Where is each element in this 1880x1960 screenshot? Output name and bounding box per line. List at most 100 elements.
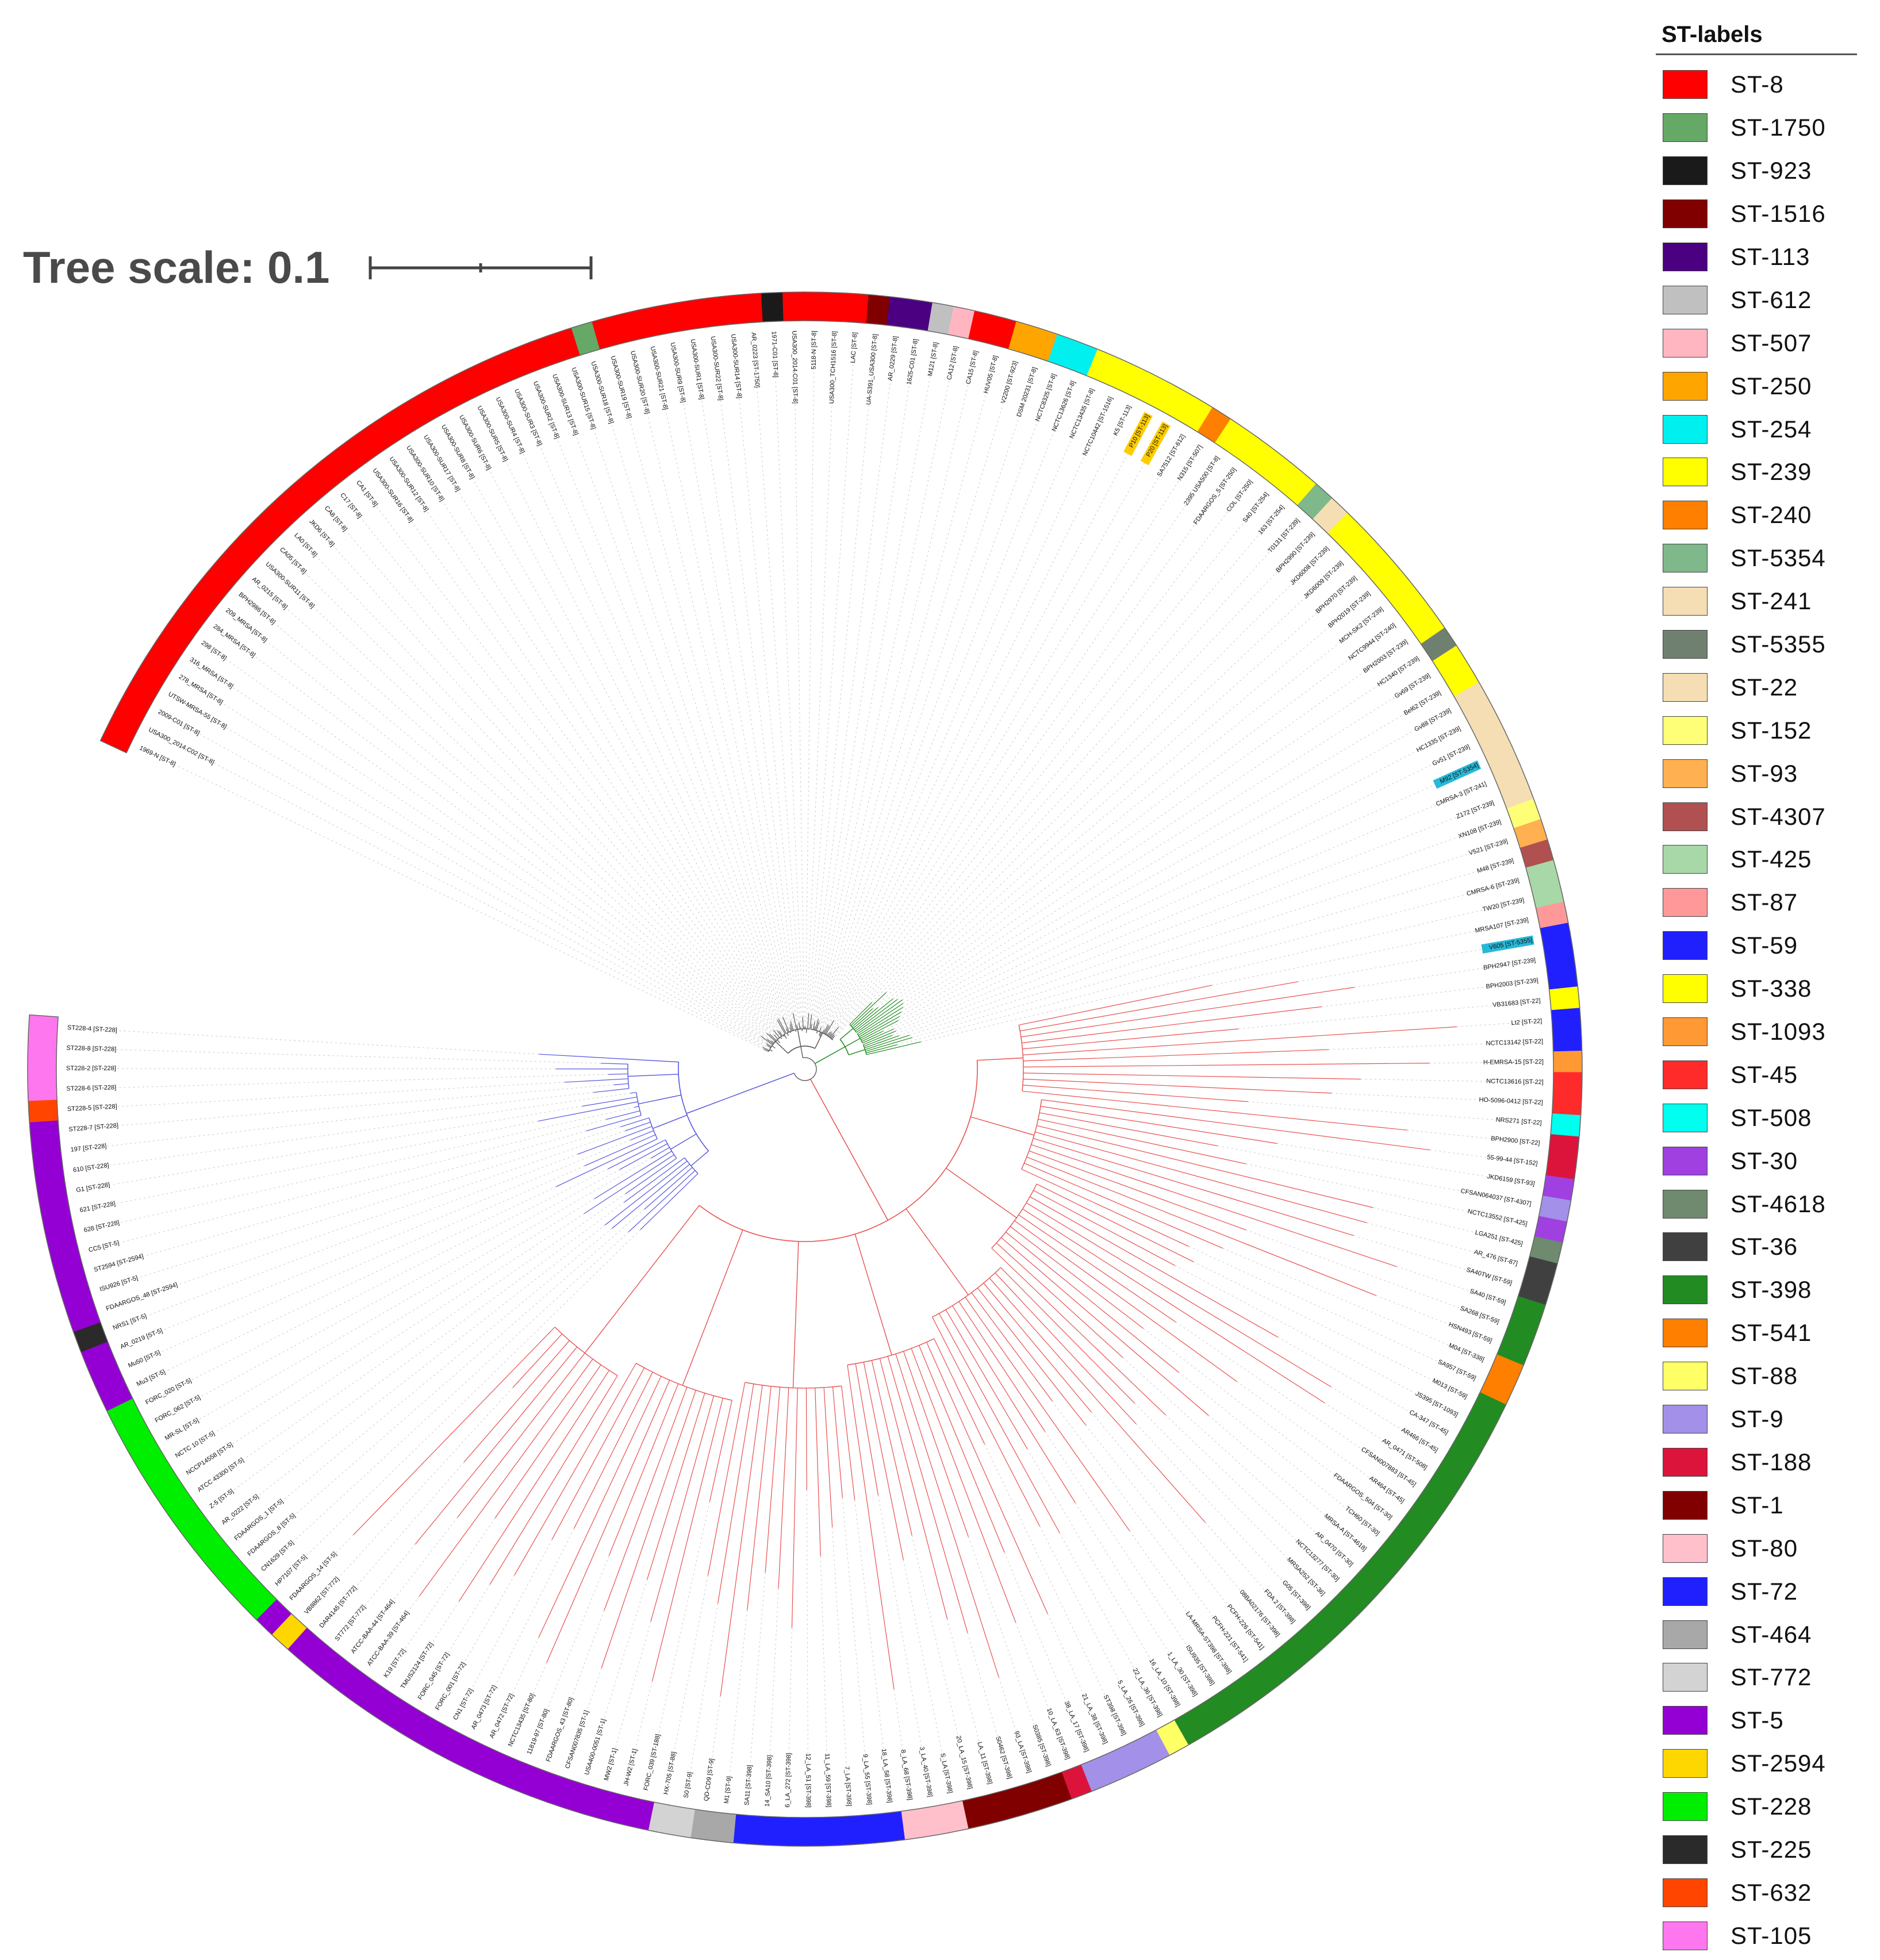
legend-label: ST-241	[1731, 587, 1812, 615]
branch-line	[879, 1358, 948, 1620]
leaf-guide	[707, 1696, 721, 1797]
ring-segment	[1545, 1154, 1578, 1180]
leaf-labels: 1969-N [ST-8]USA300_2014.C02 [ST-8]2009-…	[66, 330, 1544, 1808]
branch-line	[1022, 1090, 1407, 1131]
leaf-label: M013 [ST-59]	[1431, 1377, 1468, 1400]
leaf-guide	[1237, 1381, 1400, 1500]
branch-line	[858, 1006, 903, 1036]
branch-arc	[699, 1060, 978, 1242]
leaf-label: 1971-C01 [ST-8]	[770, 331, 779, 378]
leaf-guide	[328, 510, 780, 1039]
leaf-guide	[811, 347, 936, 1030]
legend-swatch	[1663, 1060, 1708, 1089]
branch-line	[800, 1046, 804, 1058]
ring-segment	[30, 1140, 63, 1166]
leaf-guide	[205, 644, 776, 1048]
leaf-label: USA300-SUR18 [ST-8]	[589, 360, 615, 424]
branch-line	[1019, 985, 1213, 1025]
branch-line	[650, 1147, 670, 1159]
branch-line	[830, 1035, 834, 1039]
branch-line	[832, 1386, 843, 1498]
legend-swatch	[1663, 888, 1708, 917]
branch-line	[819, 1027, 822, 1032]
leaf-guide	[1175, 1265, 1454, 1414]
leaf-guide	[1372, 1207, 1518, 1244]
legend-swatch	[1663, 845, 1708, 874]
leaf-label: HO-5096-0412 [ST-22]	[1479, 1097, 1543, 1106]
legend-swatch	[1663, 1878, 1708, 1907]
branch-line	[815, 1388, 821, 1557]
ring-segment	[27, 1036, 57, 1059]
legend-label: ST-508	[1731, 1104, 1812, 1131]
leaf-guide	[903, 1559, 950, 1789]
branch-line	[814, 1032, 823, 1049]
ring-segment	[824, 292, 847, 322]
leaf-guide	[71, 1028, 539, 1055]
leaf-guide	[793, 335, 805, 1027]
leaf-guide	[588, 1579, 648, 1771]
leaf-guide	[872, 580, 1353, 1009]
branch-line	[809, 1079, 889, 1221]
leaf-guide	[984, 1444, 1123, 1731]
leaf-guide	[897, 881, 1515, 1046]
leaf-highlight	[1481, 935, 1534, 954]
branch-line	[989, 1278, 1206, 1523]
leaf-guide	[427, 439, 787, 1039]
legend-label: ST-225	[1731, 1835, 1812, 1863]
leaf-label: AR466 [ST-45]	[1400, 1427, 1439, 1454]
leaf-guide	[753, 337, 803, 1032]
legend-item: ST-105	[1656, 1914, 1857, 1957]
legend-swatch	[1663, 672, 1708, 702]
branch-line	[489, 1375, 618, 1585]
leaf-label: LA_11 [ST-398]	[976, 1741, 993, 1785]
leaf-label: 163 [ST-254]	[1257, 504, 1286, 536]
leaf-label: USA300-SUR1 [ST-8]	[689, 339, 705, 400]
leaf-guide	[162, 713, 773, 1052]
branch-line	[849, 1002, 872, 1025]
legend-label: ST-87	[1731, 889, 1798, 916]
leaf-guide	[816, 371, 1034, 1033]
ring-segment	[1552, 1029, 1582, 1052]
ring-segment	[1553, 1072, 1583, 1094]
leaf-label: 197 [ST-228]	[70, 1143, 107, 1154]
legend-item: ST-923	[1656, 149, 1857, 193]
leaf-guide	[805, 335, 815, 1027]
branch-line	[762, 1047, 770, 1051]
leaf-guide	[493, 1637, 539, 1734]
leaf-guide	[909, 842, 1503, 1036]
legend-swatch	[1663, 1103, 1708, 1132]
leaf-guide	[1324, 1402, 1423, 1466]
leaf-label: USA300-SUR16 [ST-8]	[371, 467, 414, 524]
leaf-guide	[832, 1527, 849, 1802]
legend-swatch	[1663, 501, 1708, 530]
leaf-guide	[920, 901, 1520, 1043]
branch-line	[853, 1007, 878, 1029]
leaf-label: ST228-7 [ST-228]	[68, 1122, 119, 1133]
branch-line	[1022, 1085, 1248, 1102]
branch-line	[1033, 1137, 1354, 1236]
branch-line	[1029, 1150, 1246, 1231]
leaf-guide	[568, 1668, 602, 1765]
legend-item: ST-5	[1656, 1699, 1857, 1742]
leaf-label: HX-705 [ST-88]	[662, 1751, 677, 1795]
branch-line	[1021, 1169, 1190, 1247]
legend-swatch	[1663, 1189, 1708, 1219]
branch-line	[934, 1338, 985, 1444]
legend-swatch	[1663, 70, 1708, 99]
ring-segment	[1546, 965, 1578, 990]
leaf-guide	[814, 351, 956, 1022]
branch-arc	[1021, 1100, 1042, 1170]
branch-line	[864, 1035, 899, 1048]
branch-arc	[627, 1064, 630, 1089]
branch-line	[860, 1016, 900, 1039]
branch-line	[775, 1041, 789, 1054]
leaf-label: NRS1 [ST-5]	[112, 1313, 148, 1332]
branch-line	[1038, 1119, 1246, 1165]
leaf-label: USA400-0051 [ST-1]	[584, 1718, 607, 1776]
tree-scale: Tree scale: 0.1	[23, 241, 597, 294]
legend-item: ST-632	[1656, 1871, 1857, 1914]
leaf-label: NCTC13616 [ST-22]	[1486, 1078, 1544, 1086]
leaf-guide	[903, 677, 1426, 1008]
leaf-label: K19 [ST-72]	[382, 1648, 407, 1680]
legend-item: ST-254	[1656, 408, 1857, 451]
